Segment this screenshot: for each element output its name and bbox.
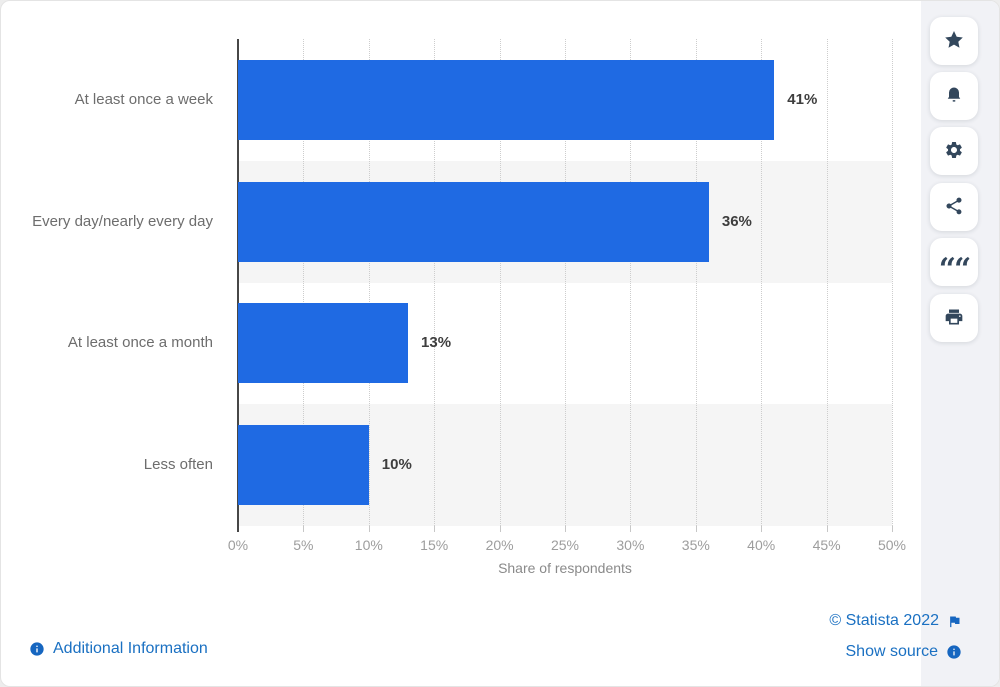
gridline (630, 39, 632, 526)
bar (238, 59, 775, 140)
x-tick-label: 40% (747, 537, 776, 553)
x-tick-label: 35% (681, 537, 710, 553)
x-tick (434, 526, 436, 532)
gridline (892, 39, 893, 526)
x-tick (565, 526, 566, 532)
info-icon (946, 644, 962, 660)
x-tick (761, 526, 763, 532)
bar-value-label: 41% (787, 90, 818, 108)
x-tick (368, 526, 370, 532)
star-icon (944, 30, 964, 53)
notifications-button[interactable] (930, 72, 978, 120)
bar-value-label: 13% (421, 334, 452, 352)
share-button[interactable] (930, 183, 978, 231)
share-icon (944, 196, 964, 219)
x-tick (695, 526, 697, 532)
gridline (565, 39, 566, 526)
gridline (499, 39, 501, 526)
x-tick-label: 45% (812, 537, 841, 553)
x-tick-label: 30% (616, 537, 645, 553)
gridline (303, 39, 305, 526)
gridline (434, 39, 436, 526)
flag-icon (947, 614, 962, 629)
x-axis-title: Share of respondents (498, 560, 632, 576)
category-label: At least once a week (74, 90, 213, 108)
print-button[interactable] (930, 294, 978, 342)
bar-value-label: 10% (381, 456, 412, 474)
gridline (761, 39, 763, 526)
x-tick-label: 50% (877, 537, 907, 553)
gridline (368, 39, 370, 526)
show-source-link[interactable]: Show source (846, 641, 963, 663)
additional-information-label: Additional Information (53, 640, 208, 657)
x-tick (303, 526, 305, 532)
bar-value-label: 36% (721, 212, 752, 230)
x-tick (826, 526, 828, 532)
gridline (695, 39, 697, 526)
bar (238, 425, 369, 506)
category-label: At least once a month (67, 334, 213, 352)
x-tick-label: 25% (550, 537, 580, 553)
x-tick-label: 20% (485, 537, 514, 553)
x-tick (630, 526, 632, 532)
printer-icon (944, 307, 964, 330)
quote-icon: ““ (938, 252, 971, 287)
additional-information-link[interactable]: Additional Information (29, 638, 208, 660)
x-tick-label: 5% (293, 537, 314, 553)
settings-button[interactable] (930, 127, 978, 175)
favorite-button[interactable] (930, 17, 978, 65)
category-label: Every day/nearly every day (32, 212, 213, 230)
x-tick-label: 15% (420, 537, 449, 553)
y-axis-line (237, 39, 239, 532)
gridline (826, 39, 828, 526)
bar (238, 181, 709, 262)
info-icon (29, 641, 45, 657)
show-source-label: Show source (845, 643, 939, 660)
x-tick (892, 526, 893, 532)
category-label: Less often (143, 456, 213, 474)
x-tick-label: 0% (227, 537, 249, 553)
x-tick (499, 526, 501, 532)
gear-icon (944, 140, 964, 163)
cite-button[interactable]: ““ (930, 238, 978, 286)
bar (238, 303, 409, 384)
x-tick-label: 10% (354, 537, 383, 553)
copyright-label: © Statista 2022 (829, 612, 939, 629)
bell-icon (944, 85, 964, 108)
statista-copyright-link[interactable]: © Statista 2022 (829, 610, 962, 632)
